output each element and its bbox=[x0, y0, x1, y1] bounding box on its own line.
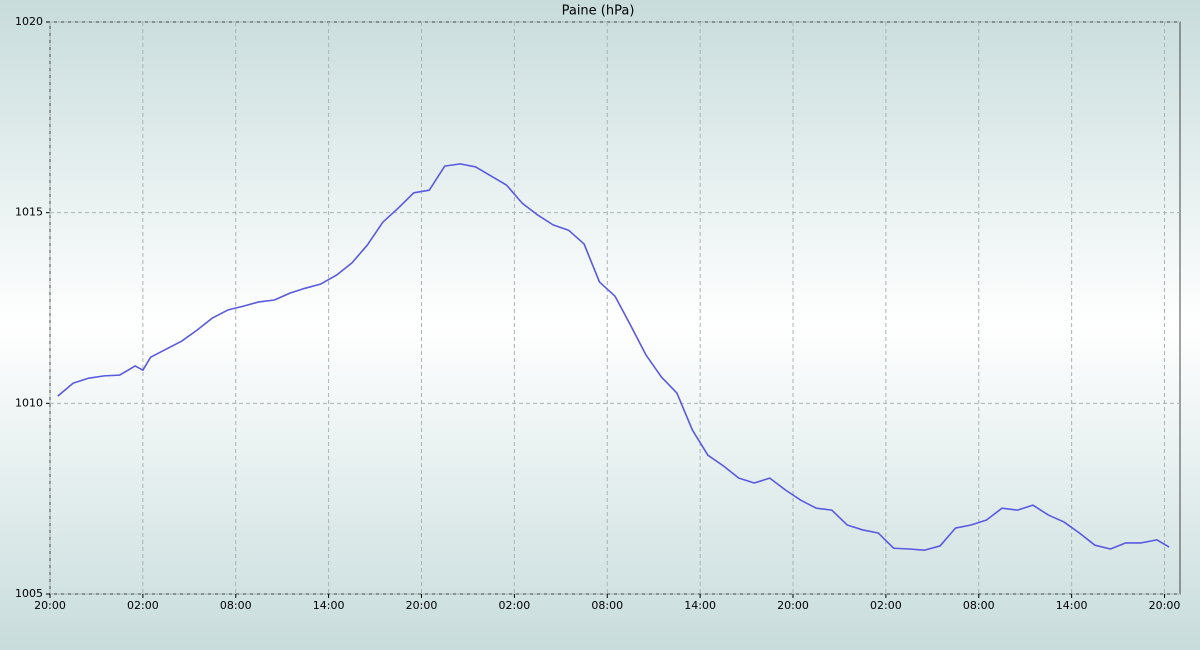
x-tick-label: 14:00 bbox=[684, 599, 716, 612]
x-tick-label: 20:00 bbox=[406, 599, 438, 612]
x-tick-label: 20:00 bbox=[34, 599, 66, 612]
chart-title: Paine (hPa) bbox=[562, 4, 635, 19]
x-tick-label: 08:00 bbox=[591, 599, 623, 612]
x-tick-label: 02:00 bbox=[870, 599, 902, 612]
y-tick-label: 1015 bbox=[15, 206, 43, 219]
x-tick-label: 14:00 bbox=[313, 599, 345, 612]
x-tick-label: 02:00 bbox=[127, 599, 159, 612]
x-tick-label: 20:00 bbox=[777, 599, 809, 612]
x-tick-label: 08:00 bbox=[963, 599, 995, 612]
y-tick-label: 1010 bbox=[15, 396, 43, 409]
plot-frame bbox=[49, 21, 1181, 595]
y-tick-label: 1020 bbox=[15, 15, 43, 28]
x-tick-label: 20:00 bbox=[1149, 599, 1181, 612]
y-tick-label: 1005 bbox=[15, 587, 43, 600]
x-tick-label: 14:00 bbox=[1056, 599, 1088, 612]
data-line bbox=[57, 163, 1170, 551]
x-tick-label: 08:00 bbox=[220, 599, 252, 612]
x-tick-label: 02:00 bbox=[499, 599, 531, 612]
